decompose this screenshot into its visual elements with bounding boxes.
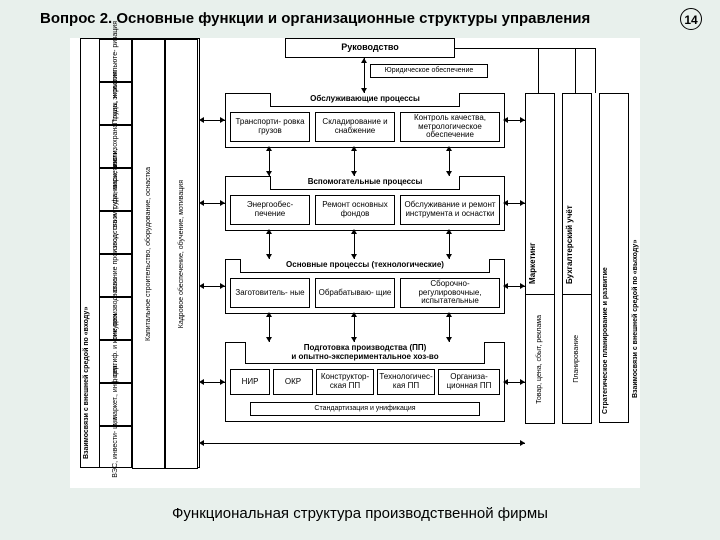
main-item: Обрабатываю- щие <box>315 278 395 308</box>
left-right-col: Кадровое обеспечение, обучение, мотиваци… <box>165 39 198 469</box>
right-col-1: Маркетинг Товар, цена, сбыт, реклама <box>525 93 555 423</box>
page-number-badge: 14 <box>680 8 702 30</box>
right-sub: Товар, цена, сбыт, реклама <box>525 294 555 424</box>
aux-item: Энергообес- печение <box>230 195 310 225</box>
left-cell: ВЭС, инвести- ции <box>99 426 132 468</box>
main-header: Основные процессы (технологические) <box>240 259 490 273</box>
diagram-caption: Функциональная структура производственно… <box>0 505 720 522</box>
left-mid-col: Капитальное строительство, оборудование,… <box>132 39 165 469</box>
service-item: Контроль качества, метрологическое обесп… <box>400 112 500 142</box>
service-item: Складирование и снабжение <box>315 112 395 142</box>
prep-footer: Стандартизация и унификация <box>250 402 480 416</box>
aux-item: Обслуживание и ремонт инструмента и осна… <box>400 195 500 225</box>
left-column-group: Взаимосвязи с внешней средой по «входу» … <box>80 38 200 468</box>
arrow <box>538 48 539 93</box>
arrow <box>575 48 576 93</box>
right-col-3: Стратегическое планирование и развитие <box>599 93 629 423</box>
prep-item: Технологичес- кая ПП <box>377 369 435 395</box>
prep-header: Подготовка производства (ПП) и опытно-эк… <box>245 342 485 364</box>
arrow <box>595 48 596 93</box>
prep-item: ОКР <box>273 369 313 395</box>
page-title: Вопрос 2. Основные функции и организацио… <box>40 10 590 27</box>
left-outer-head: Взаимосвязи с внешней средой по «входу» <box>83 49 97 459</box>
service-item: Транспорти- ровка грузов <box>230 112 310 142</box>
main-item: Сборочно- регулировочные, испытательные <box>400 278 500 308</box>
aux-item: Ремонт основных фондов <box>315 195 395 225</box>
arrow <box>201 443 525 444</box>
right-col-2: Бухгалтерский учёт Планирование <box>562 93 592 423</box>
top-management-box: Руководство <box>285 38 455 58</box>
service-header: Обслуживающие процессы <box>270 93 460 107</box>
aux-header: Вспомогательные процессы <box>270 176 460 190</box>
org-structure-diagram: Взаимосвязи с внешней средой по «входу» … <box>70 38 640 488</box>
main-item: Заготовитель- ные <box>230 278 310 308</box>
prep-item: НИР <box>230 369 270 395</box>
right-sub: Планирование <box>562 294 592 424</box>
arrow <box>455 48 595 49</box>
prep-item: Организа- ционная ПП <box>438 369 500 395</box>
legal-box: Юридическое обеспечение <box>370 64 488 78</box>
prep-item: Конструктор- ская ПП <box>316 369 374 395</box>
right-outer-label: Взаимосвязи с внешней средой по «выходу» <box>632 118 642 398</box>
